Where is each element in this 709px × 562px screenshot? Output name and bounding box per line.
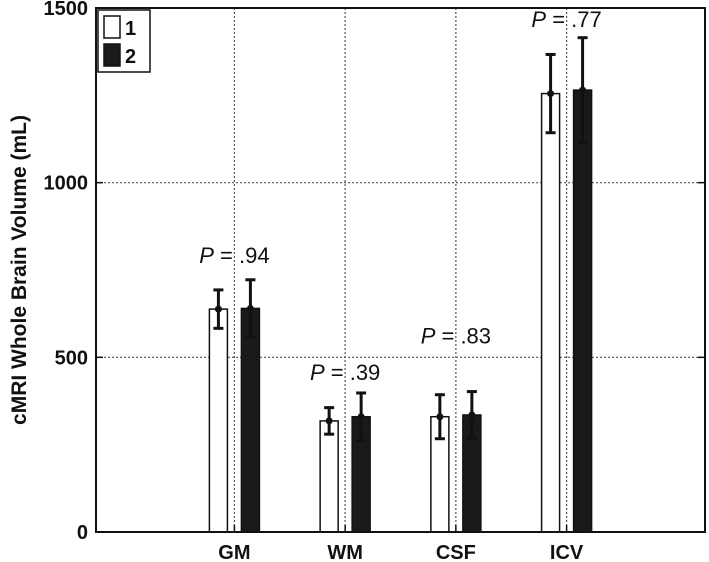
- p-value-label-icv: P = .77: [531, 7, 601, 32]
- grid-lines: [96, 8, 705, 532]
- y-axis-label: cMRI Whole Brain Volume (mL): [8, 115, 31, 425]
- legend-label-2: 2: [125, 46, 136, 68]
- error-bar-mean-dot: [357, 413, 365, 421]
- x-tick-label-gm: GM: [218, 542, 250, 562]
- legend-swatch-2: [103, 43, 121, 67]
- error-bar-mean-dot: [325, 417, 333, 425]
- y-tick-label: 500: [55, 347, 88, 369]
- x-tick-label-icv: ICV: [550, 542, 584, 562]
- error-bars: [213, 36, 588, 442]
- error-bar-series-1-gm: [213, 288, 224, 330]
- y-tick-label: 0: [77, 522, 88, 544]
- bar-series-1-icv: [540, 92, 561, 533]
- y-axis-ticks: 0 500 1000 1500: [44, 0, 705, 544]
- x-tick-label-csf: CSF: [436, 542, 476, 562]
- error-bar-mean-dot: [579, 86, 587, 94]
- p-value-label-csf: P = .83: [421, 323, 491, 348]
- error-bar-mean-dot: [214, 305, 222, 313]
- error-bar-mean-dot: [436, 413, 444, 421]
- bar-series-1-gm: [208, 308, 229, 533]
- error-bar-series-2-wm: [356, 391, 367, 442]
- error-bar-series-1-csf: [434, 393, 445, 441]
- error-bar-mean-dot: [246, 304, 254, 312]
- error-bar-series-2-csf: [466, 390, 477, 440]
- y-tick-label: 1000: [44, 173, 89, 195]
- legend: 12: [97, 9, 151, 73]
- error-bar-series-1-wm: [324, 406, 335, 436]
- plot-area-frame: [95, 7, 706, 533]
- p-value-label-gm: P = .94: [199, 243, 269, 268]
- error-bar-series-1-icv: [545, 52, 556, 135]
- x-axis-ticks: GM WM CSF ICV: [218, 525, 584, 562]
- y-tick-label: 1500: [44, 0, 89, 20]
- bar-series-2-gm: [240, 307, 261, 533]
- error-bar-series-2-icv: [577, 36, 588, 144]
- p-value-annotations: P = .94 P = .39 P = .83 P = .77: [199, 7, 602, 385]
- legend-label-1: 1: [125, 18, 136, 40]
- bar-series-1-wm: [319, 420, 339, 533]
- p-value-label-wm: P = .39: [310, 360, 380, 385]
- x-tick-label-wm: WM: [327, 542, 363, 562]
- bar-series-2-icv: [572, 89, 593, 533]
- error-bar-series-2-gm: [245, 278, 256, 339]
- error-bar-mean-dot: [468, 411, 476, 419]
- error-bar-mean-dot: [547, 90, 555, 98]
- legend-swatch-1: [103, 15, 121, 39]
- bars: [208, 89, 593, 533]
